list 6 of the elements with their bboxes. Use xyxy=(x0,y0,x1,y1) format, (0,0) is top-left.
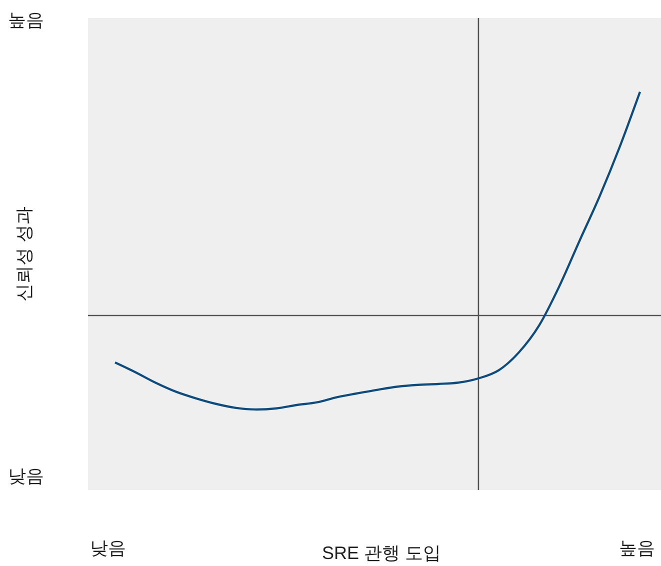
text: 낮음 xyxy=(90,537,126,560)
text: SRE 관행 도입 xyxy=(322,542,442,565)
text: 높음 xyxy=(619,537,655,560)
text: 낮음 xyxy=(8,465,44,488)
y-axis-title: 신뢰성 성과 xyxy=(13,206,35,302)
text: 높음 xyxy=(8,9,44,32)
